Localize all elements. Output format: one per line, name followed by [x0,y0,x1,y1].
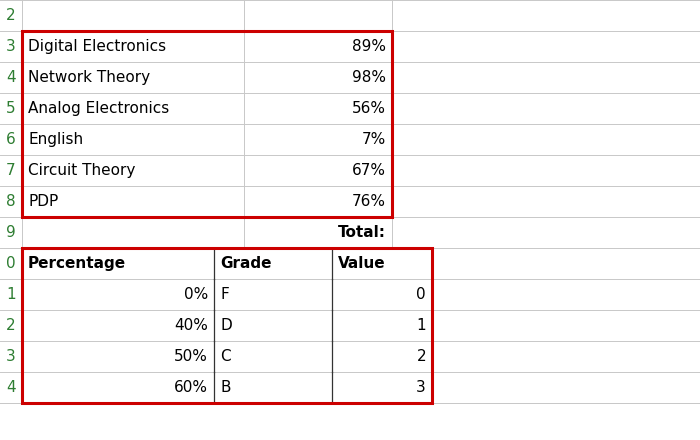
Text: 5: 5 [6,101,16,116]
Text: 98%: 98% [352,70,386,85]
Bar [0,279,700,310]
Text: 0: 0 [416,287,426,302]
Bar [0,93,700,124]
Text: F: F [220,287,229,302]
Bar [0,341,700,372]
Text: 0%: 0% [183,287,208,302]
Bar [0,62,700,93]
Bar [0,0,700,31]
Text: 4: 4 [6,70,16,85]
Bar [0,217,700,248]
Text: 8: 8 [6,194,16,209]
Bar [0,310,700,341]
Bar [22,248,432,403]
Text: 3: 3 [6,349,16,364]
Text: Total:: Total: [338,225,386,240]
Text: 3: 3 [6,39,16,54]
Text: 76%: 76% [352,194,386,209]
Text: 4: 4 [6,380,16,395]
Text: D: D [220,318,232,333]
Text: Value: Value [338,256,386,271]
Text: 7: 7 [6,163,16,178]
Text: B: B [220,380,230,395]
Text: Digital Electronics: Digital Electronics [28,39,166,54]
Bar [0,155,700,186]
Text: 2: 2 [416,349,426,364]
Text: Network Theory: Network Theory [28,70,150,85]
Text: Circuit Theory: Circuit Theory [28,163,135,178]
Text: 67%: 67% [352,163,386,178]
Bar [0,186,700,217]
Text: 60%: 60% [174,380,208,395]
Text: 1: 1 [6,287,16,302]
Text: PDP: PDP [28,194,58,209]
Text: 1: 1 [416,318,426,333]
Text: 56%: 56% [352,101,386,116]
Text: 6: 6 [6,132,16,147]
Text: 9: 9 [6,225,16,240]
Text: 40%: 40% [174,318,208,333]
Bar [0,31,700,62]
Text: 2: 2 [6,318,16,333]
Text: 7%: 7% [362,132,386,147]
Bar [0,124,700,155]
Text: 50%: 50% [174,349,208,364]
Text: English: English [28,132,83,147]
Bar [0,248,700,279]
Text: C: C [220,349,230,364]
Text: 0: 0 [6,256,16,271]
Text: 89%: 89% [352,39,386,54]
Text: Analog Electronics: Analog Electronics [28,101,169,116]
Bar [22,31,392,217]
Text: Grade: Grade [220,256,272,271]
Text: 2: 2 [6,8,16,23]
Text: Percentage: Percentage [28,256,126,271]
Text: 3: 3 [416,380,426,395]
Bar [0,372,700,403]
